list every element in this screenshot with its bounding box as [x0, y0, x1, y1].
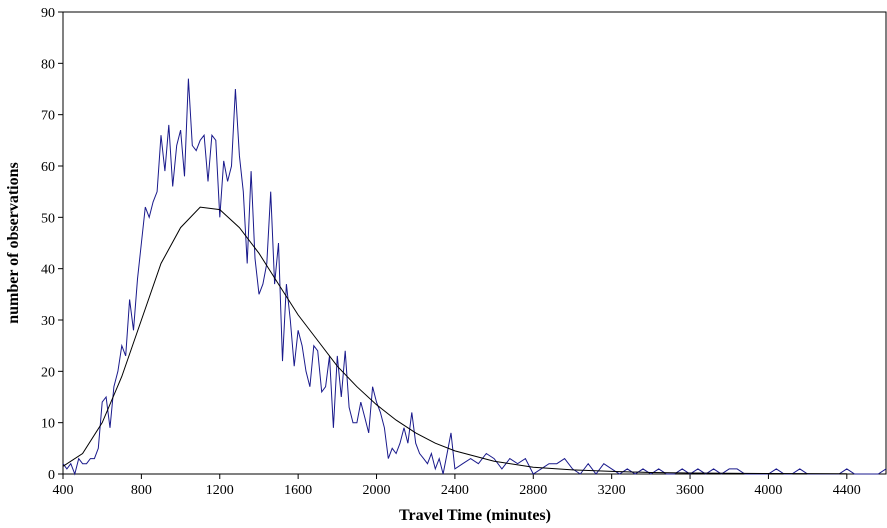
y-tick-label: 80 [41, 57, 55, 72]
x-tick-label: 2400 [441, 483, 469, 498]
plot-frame [62, 11, 887, 475]
y-tick-label: 40 [41, 263, 55, 278]
series-line [62, 206, 847, 475]
y-tick-label: 50 [41, 211, 55, 226]
x-tick-label: 3600 [676, 483, 704, 498]
x-tick-label: 3200 [598, 483, 626, 498]
y-tick-label: 10 [41, 417, 55, 432]
series-line [62, 78, 887, 476]
x-tick-label: 1600 [284, 483, 312, 498]
y-tick-label: 0 [48, 468, 55, 483]
y-tick-label: 30 [41, 314, 55, 329]
x-axis-label: Travel Time (minutes) [399, 507, 551, 524]
y-axis-label: number of observations [5, 162, 22, 324]
x-tick-label: 2800 [519, 483, 547, 498]
x-tick-label: 400 [53, 483, 74, 498]
y-tick-label: 70 [41, 109, 55, 124]
x-tick-label: 800 [131, 483, 152, 498]
x-tick-label: 1200 [206, 483, 234, 498]
x-tick-label: 4400 [833, 483, 861, 498]
y-tick-label: 60 [41, 160, 55, 175]
x-tick-label: 4000 [754, 483, 782, 498]
y-tick-label: 20 [41, 365, 55, 380]
y-tick-label: 90 [41, 6, 55, 21]
x-tick-label: 2000 [363, 483, 391, 498]
